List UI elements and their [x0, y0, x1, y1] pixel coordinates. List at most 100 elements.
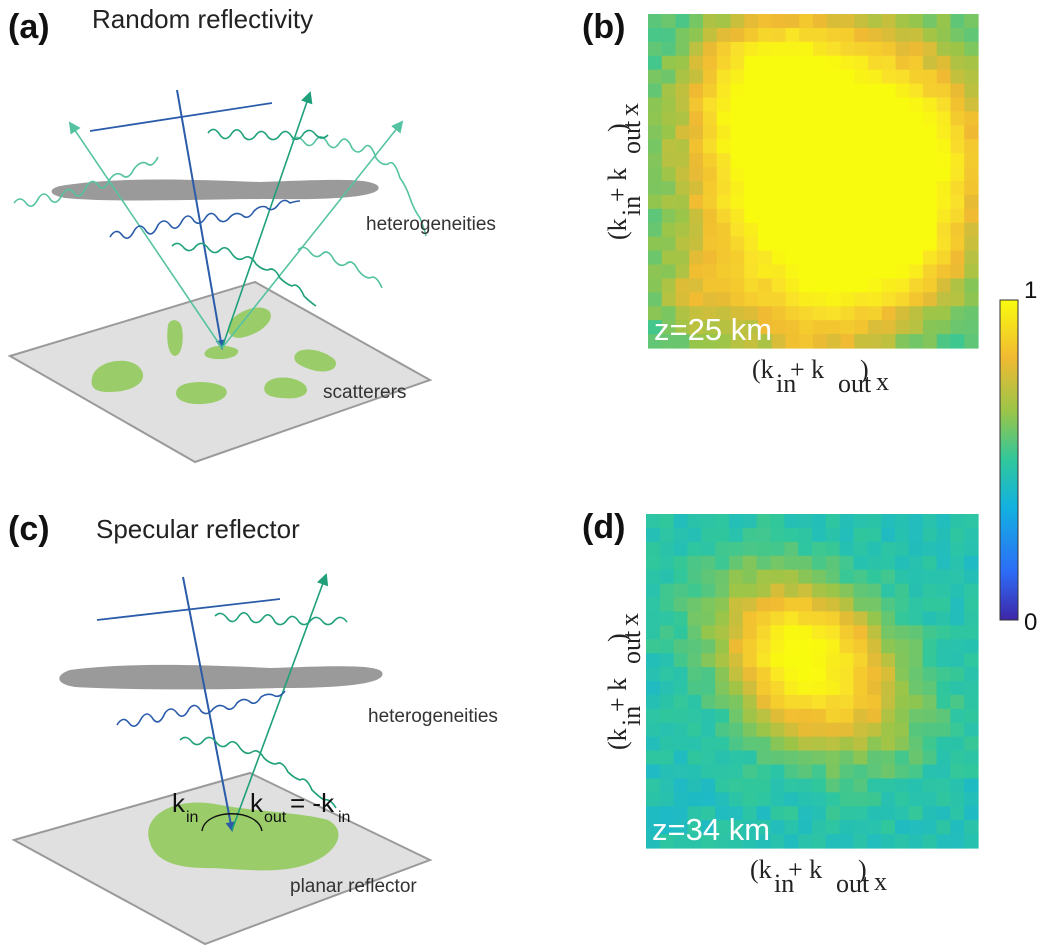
heatmap-cell	[895, 292, 910, 307]
heatmap-cell	[715, 750, 730, 766]
heatmap-cell	[798, 555, 813, 571]
heatmap-cell	[770, 583, 785, 599]
heatmap-cell	[853, 541, 868, 557]
heatmap-cell	[661, 306, 677, 321]
heatmap-cell	[703, 125, 718, 140]
heatmap-cell	[964, 764, 979, 780]
heatmap-cell	[689, 334, 704, 349]
heatmap-cell	[659, 694, 675, 710]
scatterer	[91, 360, 144, 392]
heatmap-b	[648, 14, 979, 349]
heatmap-cell	[756, 750, 772, 766]
heatmap-cell	[729, 597, 744, 613]
heatmap-cell	[744, 334, 759, 349]
heatmap-cell	[813, 194, 828, 210]
heatmap-cell	[895, 736, 910, 752]
heatmap-cell	[881, 14, 897, 29]
heatmap-cell	[950, 792, 965, 807]
heatmap-cell	[716, 306, 732, 321]
heatmap-cell	[716, 27, 732, 43]
heatmap-cell	[825, 694, 841, 710]
heatmap-cell	[716, 334, 732, 349]
heatmap-cell	[881, 222, 897, 238]
heatmap-cell	[936, 527, 951, 543]
heatmap-cell	[703, 139, 718, 154]
heatmap-cell	[798, 694, 813, 710]
heatmap-cell	[923, 153, 938, 168]
heatmap-cell	[648, 222, 663, 238]
heatmap-cell	[716, 111, 732, 126]
heatmap-cell	[770, 514, 785, 529]
heatmap-cell	[756, 792, 772, 807]
heatmap-cell	[646, 736, 661, 752]
heatmap-cell	[646, 639, 661, 654]
heatmap-cell	[922, 792, 938, 807]
heatmap-cell	[839, 653, 855, 668]
heatmap-cell	[715, 708, 730, 724]
heatmap-cell	[758, 334, 773, 349]
heatmap-cell	[839, 625, 855, 640]
heatmap-cell	[964, 41, 979, 57]
heatmap-cell	[673, 806, 689, 821]
heatmap-cell	[661, 125, 677, 140]
heatmap-cell	[881, 708, 896, 724]
heatmap-cell	[784, 625, 799, 640]
heatmap-cell	[744, 236, 759, 252]
heatmap-cell	[881, 236, 897, 252]
heatmap-cell	[964, 792, 979, 807]
heatmap-cell	[839, 722, 855, 738]
heatmap-cell	[854, 83, 869, 99]
heatmap-cell	[703, 264, 718, 280]
heatmap-cell	[923, 139, 938, 154]
heatmap-cell	[964, 69, 979, 85]
heatmap-cell	[840, 320, 855, 335]
heatmap-cell	[701, 778, 716, 793]
heatmap-cell	[825, 569, 841, 585]
heatmap-cell	[909, 292, 924, 307]
heatmap-cell	[839, 708, 855, 724]
heatmap-cell	[661, 55, 677, 71]
heatmap-cell	[854, 125, 869, 140]
heatmap-cell	[826, 250, 842, 266]
heatmap-cell	[826, 208, 842, 224]
heatmap-cell	[909, 27, 924, 43]
heatmap-cell	[799, 69, 814, 85]
heatmap-cell	[867, 778, 882, 793]
heatmap-cell	[784, 834, 799, 849]
heatmap-cell	[813, 167, 828, 182]
heatmap-cell	[964, 55, 979, 71]
heatmap-cell	[715, 569, 730, 585]
heatmap-cell	[673, 639, 689, 654]
heatmap-cell	[853, 625, 868, 640]
heatmap-cell	[813, 292, 828, 307]
heatmap-cell	[744, 167, 759, 182]
heatmap-cell	[742, 764, 758, 780]
heatmap-cell	[936, 153, 952, 168]
heatmap-cell	[840, 41, 855, 57]
heatmap-cell	[964, 514, 979, 529]
heatmap-cell	[715, 778, 730, 793]
heatmap-cell	[853, 555, 868, 571]
heatmap-cell	[701, 527, 716, 543]
heatmap-cell	[661, 194, 677, 210]
heatmap-cell	[854, 194, 869, 210]
heatmap-cell	[853, 667, 868, 682]
heatmap-cell	[895, 139, 910, 154]
heatmap-cell	[673, 764, 689, 780]
heatmap-cell	[799, 55, 814, 71]
heatmap-cell	[675, 167, 690, 182]
heatmap-cell	[853, 569, 868, 585]
heatmap-cell	[881, 111, 897, 126]
heatmap-cell	[730, 208, 745, 224]
heatmap-cell	[798, 569, 813, 585]
heatmap-cell	[675, 55, 690, 71]
heatmap-cell	[854, 306, 869, 321]
heatmap-cell	[716, 222, 732, 238]
heatmap-cell	[840, 208, 855, 224]
heatmap-cell	[715, 792, 730, 807]
heatmap-cell	[813, 222, 828, 238]
heatmap-cell	[868, 14, 883, 29]
heatmap-cell	[661, 181, 677, 196]
heatmap-cell	[936, 834, 951, 849]
heatmap-cell	[730, 320, 745, 335]
